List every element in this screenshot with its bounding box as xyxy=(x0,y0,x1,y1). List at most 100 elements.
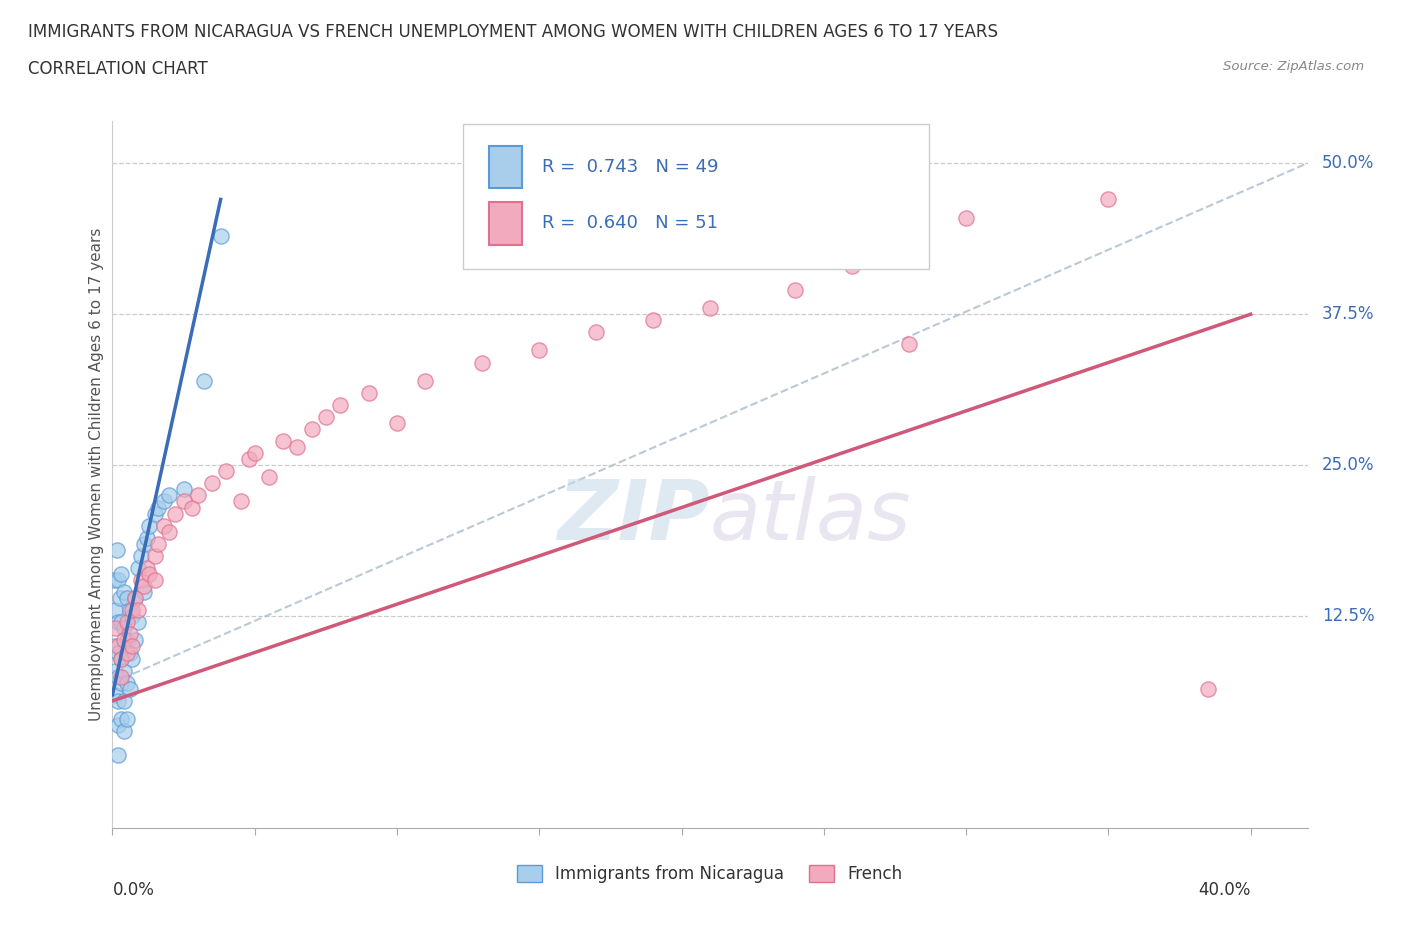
Text: 40.0%: 40.0% xyxy=(1198,881,1251,898)
Text: 0.0%: 0.0% xyxy=(112,881,155,898)
Text: IMMIGRANTS FROM NICARAGUA VS FRENCH UNEMPLOYMENT AMONG WOMEN WITH CHILDREN AGES : IMMIGRANTS FROM NICARAGUA VS FRENCH UNEM… xyxy=(28,23,998,41)
Point xyxy=(104,603,127,618)
Point xyxy=(173,482,195,497)
Point xyxy=(173,494,195,509)
Point xyxy=(112,694,135,709)
Point xyxy=(187,488,209,503)
Point xyxy=(699,300,721,315)
Point xyxy=(118,682,141,697)
Point xyxy=(115,591,138,605)
Point xyxy=(105,542,128,557)
Point xyxy=(143,549,166,564)
Point xyxy=(103,573,125,588)
Point xyxy=(238,452,260,467)
Point xyxy=(138,518,160,533)
Point xyxy=(215,464,238,479)
Point xyxy=(301,421,323,436)
Point xyxy=(104,687,127,702)
Point xyxy=(135,530,157,545)
Point xyxy=(121,609,143,624)
Point xyxy=(201,476,224,491)
Point xyxy=(529,343,551,358)
Point xyxy=(257,470,280,485)
Point xyxy=(118,627,141,642)
Point xyxy=(138,566,160,581)
Point xyxy=(112,621,135,636)
Point xyxy=(110,651,132,666)
Point xyxy=(107,639,129,654)
Point xyxy=(124,633,146,648)
Point xyxy=(110,711,132,726)
Point xyxy=(127,615,149,630)
Point xyxy=(104,663,127,678)
Point xyxy=(132,585,155,600)
Point xyxy=(146,537,169,551)
Point xyxy=(193,373,215,388)
Point xyxy=(115,645,138,660)
FancyBboxPatch shape xyxy=(463,125,929,270)
Point xyxy=(471,355,494,370)
Point xyxy=(107,670,129,684)
Point xyxy=(143,506,166,521)
Point xyxy=(118,645,141,660)
Point xyxy=(129,573,152,588)
Point xyxy=(209,228,232,243)
Point xyxy=(127,561,149,576)
Point xyxy=(415,373,437,388)
Point xyxy=(115,711,138,726)
Point xyxy=(127,603,149,618)
Text: Source: ZipAtlas.com: Source: ZipAtlas.com xyxy=(1223,60,1364,73)
Text: ZIP: ZIP xyxy=(557,476,710,557)
Point xyxy=(107,615,129,630)
Text: 25.0%: 25.0% xyxy=(1322,457,1375,474)
Point xyxy=(385,416,408,431)
Point xyxy=(110,651,132,666)
Point xyxy=(115,615,138,630)
Point xyxy=(135,561,157,576)
Point xyxy=(229,494,252,509)
Point xyxy=(152,494,174,509)
Point xyxy=(165,506,187,521)
Bar xyxy=(489,146,523,188)
Point xyxy=(118,603,141,618)
Point xyxy=(107,694,129,709)
Legend: Immigrants from Nicaragua, French: Immigrants from Nicaragua, French xyxy=(510,858,910,890)
Point xyxy=(104,639,127,654)
Point xyxy=(329,397,352,412)
Point xyxy=(585,325,607,339)
Text: 37.5%: 37.5% xyxy=(1322,305,1375,324)
Point xyxy=(115,675,138,690)
Text: CORRELATION CHART: CORRELATION CHART xyxy=(28,60,208,78)
Text: R =  0.743   N = 49: R = 0.743 N = 49 xyxy=(541,158,718,176)
Point xyxy=(271,433,294,448)
Point xyxy=(121,651,143,666)
Point xyxy=(124,591,146,605)
Text: 50.0%: 50.0% xyxy=(1322,154,1374,172)
Point xyxy=(110,566,132,581)
Point xyxy=(110,670,132,684)
Point xyxy=(315,409,337,424)
Point xyxy=(129,549,152,564)
Point xyxy=(121,639,143,654)
Point xyxy=(110,675,132,690)
Point xyxy=(898,337,921,352)
Point xyxy=(112,633,135,648)
Point xyxy=(357,385,380,400)
Point xyxy=(112,663,135,678)
Point xyxy=(143,573,166,588)
Point xyxy=(107,573,129,588)
Point xyxy=(152,518,174,533)
Point xyxy=(132,578,155,593)
Point xyxy=(643,312,665,327)
Text: atlas: atlas xyxy=(710,476,911,557)
Point xyxy=(112,724,135,738)
Point xyxy=(671,216,693,231)
Point xyxy=(157,488,180,503)
Point xyxy=(146,500,169,515)
Point xyxy=(785,283,807,298)
Point xyxy=(107,748,129,763)
Point xyxy=(107,645,129,660)
Point xyxy=(157,525,180,539)
Point xyxy=(841,259,863,273)
Point xyxy=(1197,682,1219,697)
